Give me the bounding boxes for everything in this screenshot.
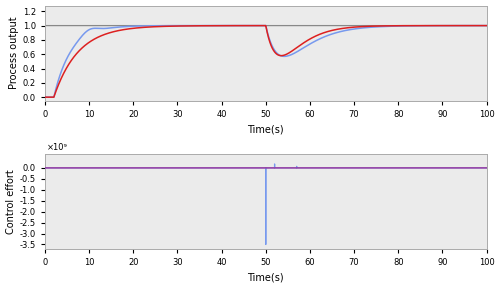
- X-axis label: Time(s): Time(s): [248, 124, 284, 134]
- X-axis label: Time(s): Time(s): [248, 272, 284, 283]
- Y-axis label: Control effort: Control effort: [6, 169, 16, 234]
- Text: ×10⁹: ×10⁹: [47, 143, 68, 152]
- Y-axis label: Process output: Process output: [8, 17, 18, 90]
